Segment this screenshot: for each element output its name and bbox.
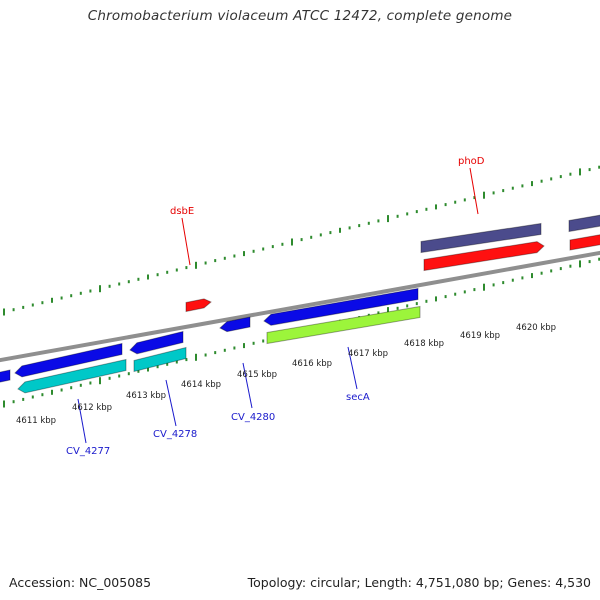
gene-label: CV_4277 [66, 446, 110, 457]
leader-line [165, 379, 177, 427]
cds-arrow-blue-0 [0, 369, 11, 383]
cds-arrow-cyan-2 [133, 346, 187, 373]
genome-summary-text: Topology: circular; Length: 4,751,080 bp… [247, 575, 591, 590]
label-leaders [77, 167, 479, 444]
cds-arrow-blue-2 [129, 330, 184, 355]
feature-bar-purple [420, 222, 542, 254]
genome-backbone [0, 250, 600, 363]
feature-arrow-red [423, 241, 545, 272]
scale-label: 4615 kbp [237, 370, 277, 380]
cds-arrow-blue-4 [263, 287, 419, 326]
gene-labels: dsbE phoD CV_4277 CV_4278 CV_4280 secA [66, 156, 485, 457]
scale-label: 4617 kbp [348, 349, 388, 359]
feature-track [0, 214, 600, 394]
map-title: Chromobacterium violaceum ATCC 12472, co… [87, 8, 513, 24]
leader-line [77, 398, 87, 444]
scale-label: 4620 kbp [516, 323, 556, 333]
leader-line [242, 362, 253, 409]
gene-label: CV_4280 [231, 412, 275, 423]
leader-line [469, 167, 479, 215]
cds-arrow-cyan-1 [17, 358, 127, 394]
gene-label: CV_4278 [153, 429, 197, 440]
cds-arrow-blue-3 [219, 316, 251, 333]
scale-label: 4616 kbp [292, 359, 332, 369]
backbone-line [0, 250, 600, 363]
gene-label: secA [346, 392, 370, 403]
cds-arrow-green [266, 305, 421, 345]
feature-arrow-red-right [569, 234, 600, 251]
gene-label: phoD [458, 156, 485, 167]
feature-arrow-red-small [185, 298, 212, 313]
scale-label: 4613 kbp [126, 391, 166, 401]
accession-text: Accession: NC_005085 [9, 575, 152, 590]
cds-arrow-blue-1 [14, 342, 123, 378]
scale-labels: 4611 kbp 4612 kbp 4613 kbp 4614 kbp 4615 kbp… [16, 323, 556, 426]
scale-label: 4611 kbp [16, 416, 56, 426]
gene-label: dsbE [170, 206, 194, 217]
feature-bar-purple-right [568, 214, 600, 233]
leader-line [347, 346, 358, 390]
scale-label: 4618 kbp [404, 339, 444, 349]
scale-label: 4612 kbp [72, 403, 112, 413]
scale-label: 4614 kbp [181, 380, 221, 390]
outer-scale-ticks [3, 165, 600, 316]
leader-line [181, 217, 191, 266]
scale-label: 4619 kbp [460, 331, 500, 341]
